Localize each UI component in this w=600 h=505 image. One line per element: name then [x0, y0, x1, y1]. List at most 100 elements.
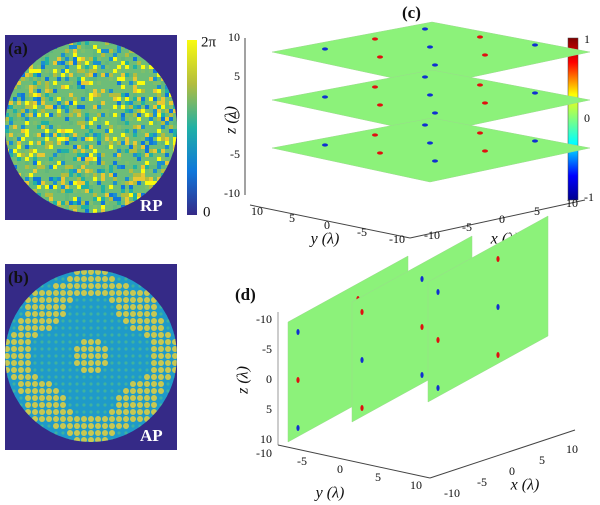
phase-pixel: [157, 81, 161, 85]
phase-pixel: [89, 97, 93, 101]
phase-pixel: [121, 113, 125, 117]
phase-pixel: [9, 153, 13, 157]
phase-pixel: [117, 149, 121, 153]
phase-dot: [130, 409, 136, 415]
phase-pixel: [109, 129, 113, 133]
phase-pixel: [81, 85, 85, 89]
phase-pixel: [121, 85, 125, 89]
phase-pixel: [93, 109, 97, 113]
phase-pixel: [93, 57, 97, 61]
phase-dot: [81, 290, 87, 296]
phase-pixel: [69, 145, 73, 149]
spot: [420, 324, 424, 330]
phase-pixel: [97, 197, 101, 201]
phase-pixel: [117, 69, 121, 73]
phase-pixel: [13, 137, 17, 141]
spot: [372, 133, 378, 137]
phase-pixel: [157, 101, 161, 105]
colorbar-min: 0: [203, 204, 211, 220]
phase-dot: [67, 416, 73, 422]
phase-pixel: [29, 165, 33, 169]
phase-pixel: [105, 109, 109, 113]
phase-dot: [40, 354, 44, 358]
phase-dot: [130, 388, 136, 394]
phase-pixel: [37, 153, 41, 157]
phase-dot: [25, 374, 31, 380]
phase-dot: [117, 382, 121, 386]
x-tick-label: -5: [462, 220, 472, 234]
x-tick-label: 0: [509, 464, 515, 478]
phase-dot: [25, 395, 31, 401]
phase-dot: [61, 333, 65, 337]
phase-dot: [68, 326, 72, 330]
phase-dot: [61, 277, 65, 281]
phase-dot: [124, 277, 128, 281]
phase-pixel: [41, 153, 45, 157]
phase-pixel: [113, 181, 117, 185]
phase-pixel: [81, 69, 85, 73]
phase-pixel: [137, 125, 141, 129]
phase-dot: [74, 423, 80, 429]
phase-pixel: [85, 133, 89, 137]
phase-pixel: [109, 141, 113, 145]
x-tick-label: 10: [566, 196, 578, 210]
phase-pixel: [73, 57, 77, 61]
panel-tag: AP: [140, 426, 163, 445]
phase-pixel: [137, 109, 141, 113]
phase-pixel: [125, 113, 129, 117]
phase-dot: [102, 430, 108, 436]
phase-dot: [137, 402, 143, 408]
phase-dot: [40, 333, 44, 337]
phase-dot: [81, 423, 87, 429]
phase-dot: [12, 326, 16, 330]
phase-pixel: [89, 169, 93, 173]
phase-dot: [68, 319, 72, 323]
phase-dot: [158, 360, 164, 366]
phase-dot: [11, 353, 17, 359]
phase-pixel: [101, 165, 105, 169]
phase-pixel: [125, 65, 129, 69]
phase-dot: [138, 333, 142, 337]
phase-pixel: [145, 133, 149, 137]
phase-pixel: [41, 121, 45, 125]
phase-dot: [54, 347, 58, 351]
phase-dot: [81, 360, 87, 366]
phase-pixel: [33, 185, 37, 189]
phase-pixel: [25, 105, 29, 109]
phase-dot: [116, 290, 122, 296]
phase-pixel: [149, 117, 153, 121]
phase-dot: [144, 318, 150, 324]
phase-dot: [75, 368, 79, 372]
phase-pixel: [85, 81, 89, 85]
phase-pixel: [57, 161, 61, 165]
phase-pixel: [125, 201, 129, 205]
phase-pixel: [77, 121, 81, 125]
phase-pixel: [49, 145, 53, 149]
phase-dot: [158, 346, 164, 352]
phase-pixel: [77, 197, 81, 201]
phase-pixel: [141, 89, 145, 93]
phase-pixel: [61, 153, 65, 157]
phase-pixel: [57, 101, 61, 105]
phase-pixel: [53, 177, 57, 181]
phase-dot: [68, 403, 72, 407]
phase-pixel: [25, 129, 29, 133]
phase-dot: [130, 325, 136, 331]
phase-pixel: [73, 169, 77, 173]
phase-pixel: [73, 49, 77, 53]
phase-pixel: [101, 141, 105, 145]
phase-pixel: [93, 45, 97, 49]
phase-dot: [25, 339, 31, 345]
phase-pixel: [129, 109, 133, 113]
phase-pixel: [61, 149, 65, 153]
phase-pixel: [125, 193, 129, 197]
phase-pixel: [53, 61, 57, 65]
phase-pixel: [9, 137, 13, 141]
phase-pixel: [57, 77, 61, 81]
phase-dot: [60, 297, 66, 303]
phase-dot: [95, 430, 101, 436]
phase-dot: [68, 354, 72, 358]
phase-dot: [109, 430, 115, 436]
y-tick-label: 0: [337, 462, 343, 476]
